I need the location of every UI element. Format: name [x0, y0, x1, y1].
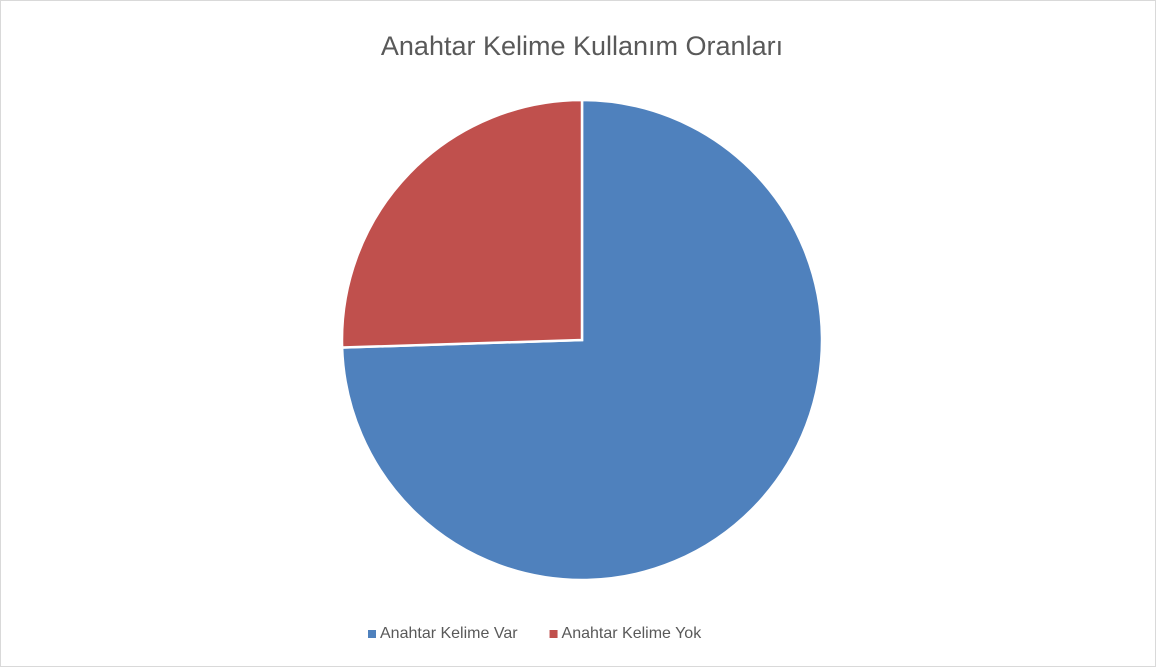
- legend-label: Anahtar Kelime Var: [380, 625, 518, 642]
- pie-slice: [340, 98, 584, 349]
- chart-title: Anahtar Kelime Kullanım Oranları: [381, 31, 783, 61]
- legend-swatch: [368, 630, 376, 638]
- legend-label: Anahtar Kelime Yok: [562, 625, 703, 642]
- legend-swatch: [549, 630, 558, 638]
